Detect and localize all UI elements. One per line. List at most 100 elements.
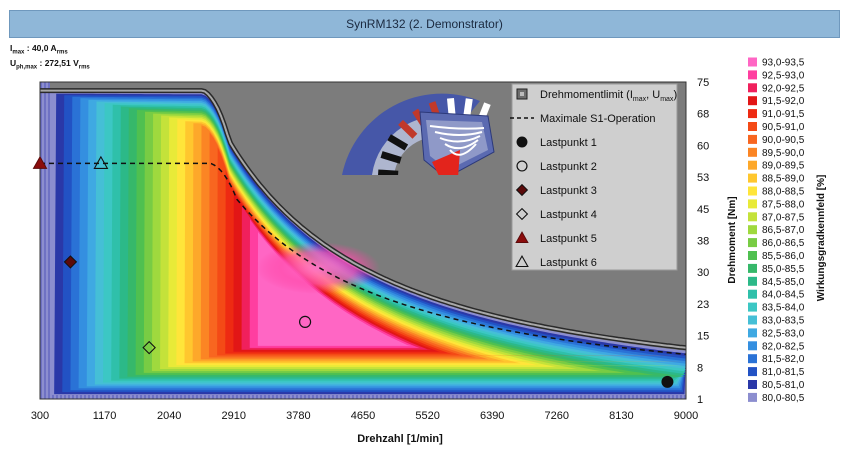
uph-annotation: Uph,max : 272,51 Vrms [10, 58, 90, 71]
legend-label: Lastpunkt 4 [540, 209, 597, 221]
colorbar-swatch [748, 289, 757, 299]
colorbar-label: Wirkungsgradkennfeld [%] [816, 175, 827, 302]
colorbar-swatch [748, 354, 757, 364]
colorbar-swatch [748, 315, 757, 325]
efficiency-bands [40, 82, 686, 399]
colorbar-range-label: 85,0-85,5 [762, 264, 805, 275]
load-point-marker [32, 155, 48, 169]
colorbar-range-label: 90,0-90,5 [762, 135, 805, 146]
colorbar-range-label: 82,0-82,5 [762, 341, 805, 352]
load-point-marker [142, 340, 156, 355]
chart-title-bar: SynRM132 (2. Demonstrator) [9, 10, 840, 38]
rotor-flux-barrier [439, 135, 481, 143]
low-efficiency-strip-bottom [40, 395, 686, 399]
legend-marker [520, 92, 524, 96]
legend-marker [515, 183, 529, 197]
colorbar-range-label: 92,0-92,5 [762, 83, 805, 94]
colorbar-swatch [748, 341, 757, 351]
colorbar-swatch [748, 263, 757, 273]
y-tick-label: 75 [697, 77, 709, 89]
rotor-flux-barrier [449, 143, 477, 156]
y-axis-label: Drehmoment [Nm] [727, 196, 738, 283]
colorbar-range-label: 84,5-85,0 [762, 277, 805, 288]
colorbar-range-label: 83,0-83,5 [762, 316, 805, 327]
colorbar-swatch [748, 160, 757, 170]
colorbar-swatch [748, 225, 757, 235]
legend-label: Lastpunkt 5 [540, 233, 597, 245]
legend-marker [515, 231, 529, 243]
colorbar-range-label: 86,0-86,5 [762, 238, 805, 249]
colorbar-swatch [748, 238, 757, 248]
y-tick-label: 23 [697, 299, 709, 311]
rotor-flux-barrier [444, 139, 479, 150]
peak-efficiency-zone [256, 242, 380, 294]
imax-annotation: Imax : 40,0 Arms [10, 43, 68, 56]
stator-slot [380, 151, 402, 164]
colorbar-swatch [748, 173, 757, 183]
colorbar-swatch [748, 251, 757, 260]
colorbar-range-label: 93,0-93,5 [762, 58, 805, 69]
rotor-flux-barrier [429, 125, 485, 130]
colorbar-range-label: 85,5-86,0 [762, 251, 805, 262]
stator-slot [378, 169, 399, 175]
efficiency-band [257, 232, 686, 346]
y-tick-label: 38 [697, 236, 709, 248]
load-points [32, 155, 674, 388]
load-point-marker [63, 255, 78, 269]
colorbar-range-label: 89,5-90,0 [762, 148, 805, 159]
x-tick-label: 1170 [93, 410, 117, 422]
colorbar-swatch [748, 57, 757, 67]
x-tick-label: 8130 [609, 410, 633, 422]
colorbar-swatch [748, 392, 757, 402]
stator-slot [398, 119, 418, 139]
colorbar-range-label: 92,5-93,0 [762, 70, 805, 81]
colorbar-range-label: 90,5-91,0 [762, 122, 805, 133]
colorbar-swatch [748, 134, 757, 144]
legend-label: Maximale S1-Operation [540, 113, 656, 125]
x-tick-label: 9000 [674, 410, 698, 422]
legend-label: Lastpunkt 1 [540, 137, 597, 149]
x-axis-ticks: 300 1170 2040 2910 3780 4650 5520 6390 7260 8130 9… [31, 410, 698, 422]
colorbar-range-label: 88,0-88,5 [762, 187, 805, 198]
legend-label: Lastpunkt 6 [540, 257, 597, 269]
colorbar-range-label: 81,5-82,0 [762, 354, 805, 365]
colorbar-range-label: 86,5-87,0 [762, 225, 805, 236]
colorbar-range-label: 84,0-84,5 [762, 290, 805, 301]
colorbar-swatch [748, 212, 757, 222]
y-tick-label: 15 [697, 331, 709, 343]
y-tick-label: 60 [697, 140, 709, 152]
x-tick-label: 5520 [415, 410, 439, 422]
legend-marker [516, 136, 528, 148]
y-tick-label: 1 [697, 394, 703, 406]
colorbar-swatch [748, 199, 757, 209]
colorbar-range-label: 80,5-81,0 [762, 380, 805, 391]
colorbar-range-label: 89,0-89,5 [762, 161, 805, 172]
legend-marker [515, 255, 529, 268]
colorbar-range-label: 80,0-80,5 [762, 393, 805, 404]
legend-marker [516, 160, 528, 172]
colorbar-swatch [748, 83, 757, 93]
colorbar-range-label: 81,0-81,5 [762, 367, 805, 378]
legend-marker [515, 207, 529, 221]
colorbar-swatch [748, 367, 757, 377]
colorbar-swatch [748, 96, 757, 106]
x-tick-label: 4650 [351, 410, 375, 422]
efficiency-band [241, 205, 686, 350]
colorbar-range-label: 88,5-89,0 [762, 174, 805, 185]
stator-slot [387, 134, 409, 151]
colorbar-range-label: 91,5-92,0 [762, 96, 805, 107]
chart-title: SynRM132 (2. Demonstrator) [346, 17, 503, 31]
plot-frame [39, 81, 687, 400]
x-tick-label: 2910 [222, 410, 246, 422]
y-tick-label: 30 [697, 267, 709, 279]
legend-label: Lastpunkt 3 [540, 185, 597, 197]
colorbar-range-label: 83,5-84,0 [762, 303, 805, 314]
low-efficiency-strip-left [40, 82, 50, 399]
colorbar-swatch [748, 122, 757, 131]
colorbar-swatch [748, 70, 757, 80]
colorbar-swatch [748, 380, 757, 389]
motor-cross-section-illustration [342, 93, 495, 175]
x-tick-label: 7260 [545, 410, 569, 422]
colorbar-swatch [748, 147, 757, 157]
y-tick-label: 45 [697, 204, 709, 216]
